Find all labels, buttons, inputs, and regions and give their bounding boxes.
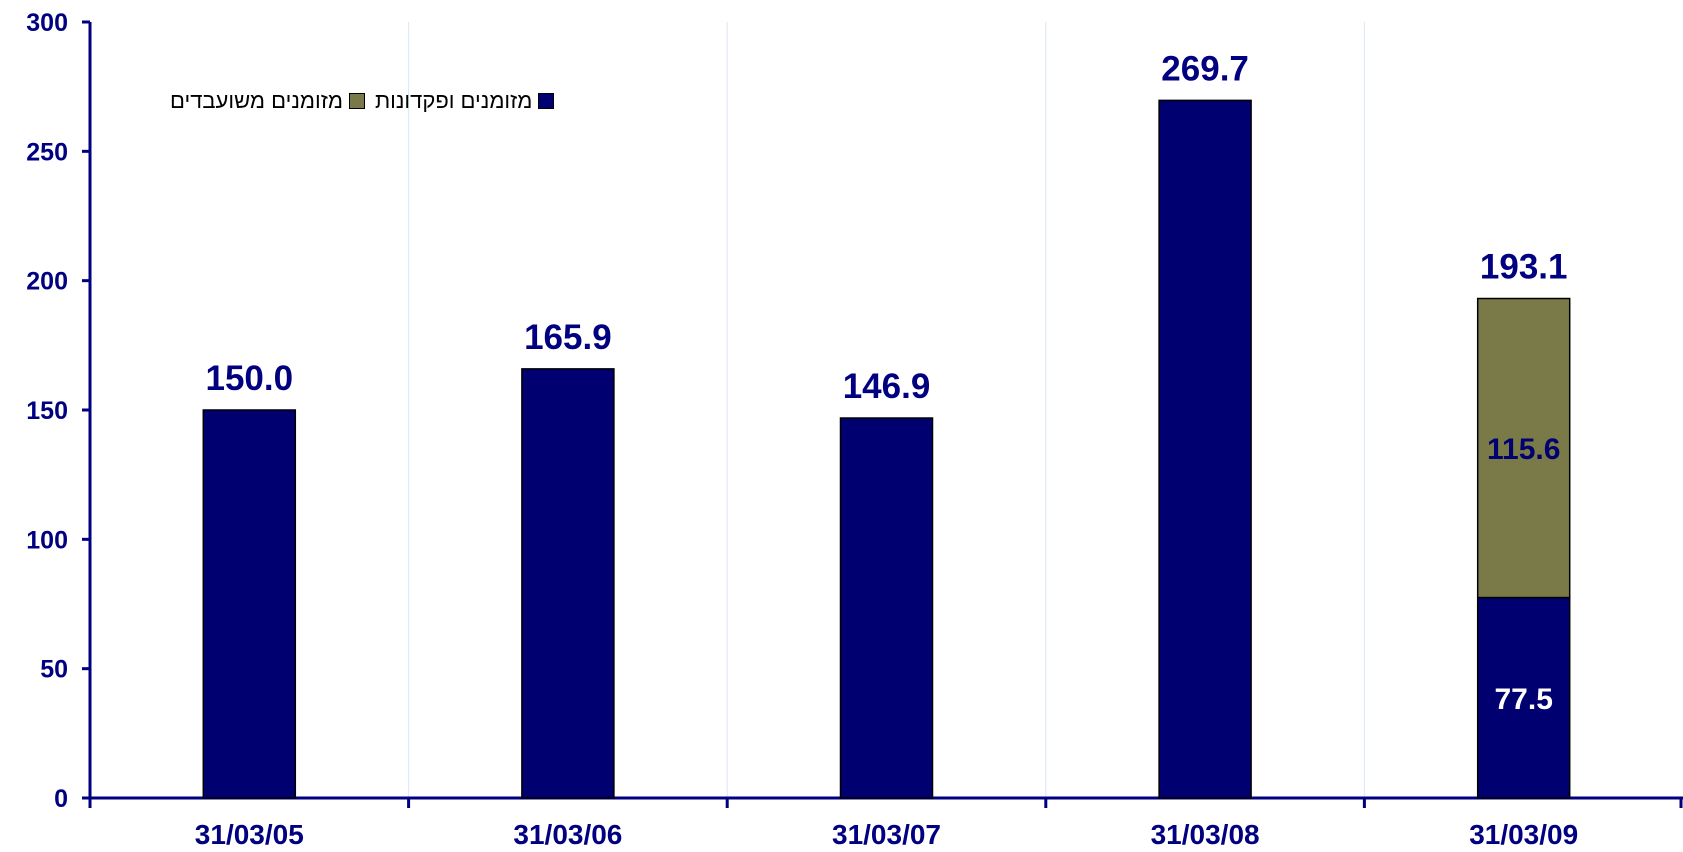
x-tick-label: 31/03/08 bbox=[1151, 819, 1260, 850]
legend-swatch-cash bbox=[538, 93, 555, 109]
bar-total-label: 165.9 bbox=[524, 318, 612, 357]
bar-segment bbox=[521, 368, 615, 799]
x-tick-label: 31/03/05 bbox=[195, 819, 304, 850]
x-tick-label: 31/03/06 bbox=[513, 819, 622, 850]
legend-item-pledged: מזומנים משועבדים bbox=[170, 88, 365, 114]
segment-value-label: 77.5 bbox=[1495, 683, 1553, 716]
y-tick-label: 300 bbox=[26, 9, 68, 37]
y-tick-label: 50 bbox=[40, 656, 68, 684]
y-tick-label: 200 bbox=[26, 268, 68, 296]
bar-total-label: 146.9 bbox=[843, 367, 931, 406]
y-tick-label: 150 bbox=[26, 397, 68, 425]
bar-total-label: 150.0 bbox=[206, 359, 294, 398]
legend-label-pledged: מזומנים משועבדים bbox=[170, 88, 343, 113]
y-tick-label: 250 bbox=[26, 138, 68, 166]
bar-segment bbox=[1158, 99, 1252, 799]
x-tick-label: 31/03/09 bbox=[1469, 819, 1578, 850]
bar-total-label: 193.1 bbox=[1480, 248, 1568, 287]
bar-segment bbox=[202, 409, 297, 799]
y-tick-label: 0 bbox=[54, 785, 68, 813]
bar-segment bbox=[1476, 297, 1571, 599]
legend-item-cash: מזומנים ופקדונות bbox=[374, 88, 555, 114]
bar-total-label: 269.7 bbox=[1161, 49, 1249, 88]
legend-swatch-pledged bbox=[348, 93, 365, 109]
segment-value-label: 115.6 bbox=[1487, 433, 1560, 466]
legend-label-cash: מזומנים ופקדונות bbox=[374, 88, 533, 113]
chart-legend: מזומנים ופקדונות מזומנים משועבדים bbox=[160, 88, 555, 114]
bar-segment bbox=[839, 417, 934, 799]
x-tick-label: 31/03/07 bbox=[832, 819, 941, 850]
y-tick-label: 100 bbox=[26, 526, 68, 554]
